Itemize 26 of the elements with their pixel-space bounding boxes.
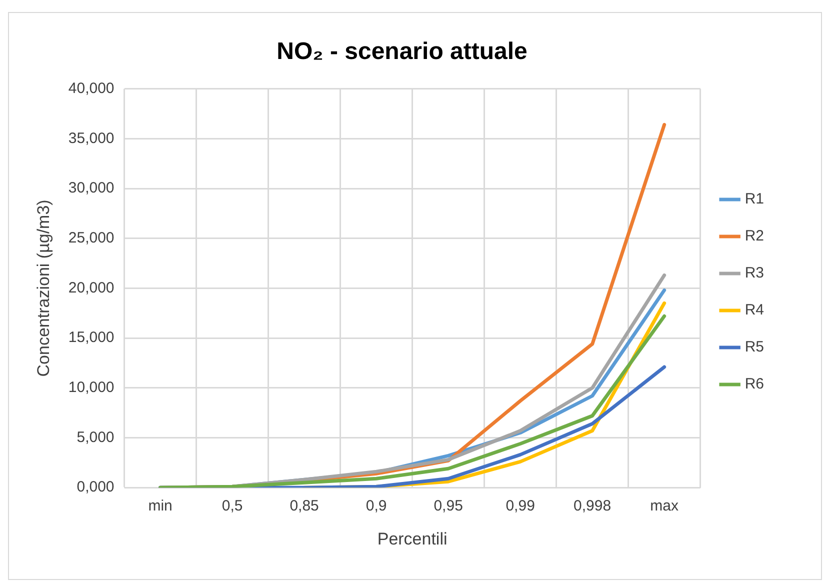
chart-title: NO₂ - scenario attuale [276,38,528,66]
y-tick-label: 20,000 [68,279,114,296]
x-tick-label: 0,5 [222,498,243,515]
y-tick-label: 40,000 [68,80,114,97]
y-tick-label: 10,000 [68,379,114,396]
x-tick-label: min [148,498,172,515]
legend-label: R2 [744,228,764,245]
x-tick-label: 0,99 [506,498,535,515]
x-axis-title: Percentili [377,529,448,548]
y-tick-label: 25,000 [68,229,114,246]
legend-label: R3 [744,264,764,282]
legend-label: R5 [744,338,764,356]
x-tick-label: 0,85 [290,498,319,515]
y-tick-label: 0,000 [76,478,114,496]
x-tick-label: 0,95 [434,498,463,515]
y-axis-title: Concentrazioni (µg/m3) [34,200,53,377]
y-tick-label: 35,000 [68,130,114,147]
x-tick-label: 0,998 [574,498,612,515]
legend-label: R4 [744,302,764,319]
y-tick-label: 15,000 [68,329,114,346]
legend-label: R6 [744,376,764,393]
legend-label: R1 [744,190,764,208]
x-tick-label: max [650,498,679,515]
x-tick-label: 0,9 [366,498,387,515]
y-tick-label: 5,000 [76,428,114,446]
y-tick-label: 30,000 [68,180,114,197]
